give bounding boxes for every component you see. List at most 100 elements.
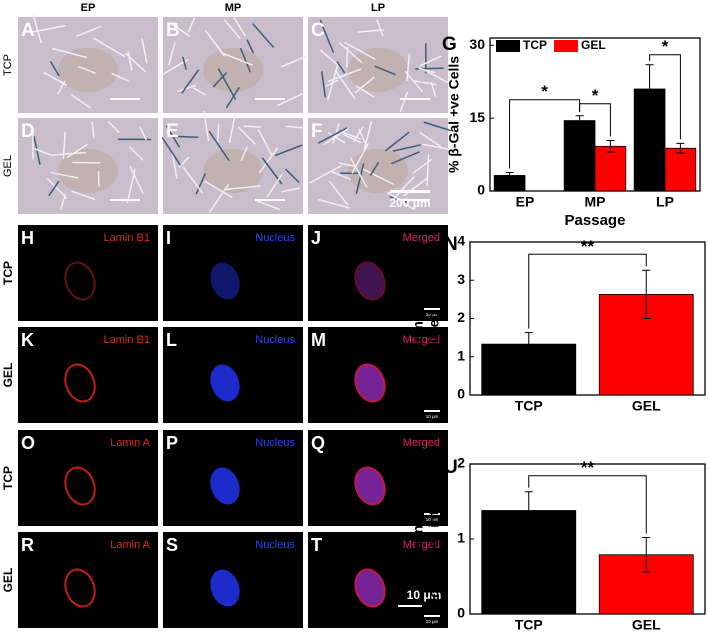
cell <box>363 121 373 150</box>
y-tick-label: 2 <box>457 455 465 471</box>
significance-label: ** <box>581 458 595 477</box>
panel-letter: U <box>444 457 458 478</box>
cell <box>374 65 396 76</box>
cell <box>357 29 384 33</box>
row-label: GEL <box>1 363 15 388</box>
fluorescence-image <box>18 532 158 628</box>
y-tick-label: 2 <box>457 309 465 325</box>
cell <box>285 168 300 183</box>
cell <box>422 143 454 151</box>
cell <box>338 162 355 167</box>
channel-label: Lamin B1 <box>104 334 150 346</box>
cell <box>355 163 365 195</box>
cell <box>225 185 261 191</box>
significance-label: ** <box>581 237 595 256</box>
legend-swatch <box>496 40 520 52</box>
cell <box>178 156 190 168</box>
error-bar <box>575 115 584 126</box>
cell <box>376 19 384 37</box>
cell <box>412 159 432 174</box>
legend-label: TCP <box>523 38 547 52</box>
panel-letter: S <box>166 535 178 555</box>
scale-bar-label: 200 μm <box>389 196 430 210</box>
cell <box>257 200 281 211</box>
y-axis-label: Lamin B1 <box>410 287 426 350</box>
channel-label: Nucleus <box>255 334 295 346</box>
x-tick-label: TCP <box>515 398 543 414</box>
cell <box>344 41 376 60</box>
cell <box>77 65 96 74</box>
cell <box>258 147 279 174</box>
cell <box>193 87 206 96</box>
cell <box>334 69 356 99</box>
row-label: TCP <box>2 54 14 76</box>
cell <box>276 92 306 107</box>
y-axis-label: Normalised intensity <box>426 249 442 387</box>
micrograph <box>163 118 303 214</box>
cell <box>129 165 144 194</box>
channel-label: Lamin A <box>110 539 150 551</box>
x-tick-label: GEL <box>632 398 661 414</box>
nucleus <box>354 466 386 506</box>
significance-label: * <box>592 86 599 105</box>
panel-letter: E <box>166 121 179 142</box>
cell <box>172 24 191 37</box>
cell <box>240 146 248 161</box>
panel-letter: K <box>21 330 34 350</box>
nucleus <box>210 364 240 402</box>
cell <box>220 51 253 66</box>
micrograph <box>18 17 158 113</box>
significance-bracket <box>649 54 681 140</box>
micrograph-spot <box>203 48 263 92</box>
cell <box>393 176 415 200</box>
cell <box>62 131 66 159</box>
cell <box>338 42 363 64</box>
y-tick-label: 15 <box>469 109 485 125</box>
inset-scale-label: 10 μm <box>426 619 439 624</box>
cell <box>252 23 274 48</box>
cell <box>165 125 180 148</box>
cell <box>362 168 395 185</box>
cell <box>93 37 126 58</box>
cell <box>404 70 424 93</box>
panel-letter: R <box>21 535 34 555</box>
y-tick-label: 0 <box>477 182 485 198</box>
cell <box>32 14 42 44</box>
nucleus <box>354 363 386 403</box>
error-bar <box>606 139 615 153</box>
cell <box>430 81 436 97</box>
channel-label: Merged <box>403 539 440 551</box>
cell <box>66 143 88 159</box>
cell <box>34 148 55 157</box>
cell <box>384 131 410 152</box>
cell <box>29 24 66 34</box>
x-tick-label: MP <box>585 194 606 210</box>
nucleus <box>64 466 96 506</box>
fluorescence-image <box>163 225 303 321</box>
fluorescence-image <box>18 327 158 423</box>
y-tick-label: 4 <box>457 233 465 249</box>
error-bar <box>524 491 533 530</box>
cell <box>240 47 251 73</box>
cell <box>233 17 246 37</box>
cell <box>418 67 436 74</box>
cell <box>351 143 369 174</box>
panel-letter: I <box>166 228 171 248</box>
cell <box>352 126 364 142</box>
cell <box>419 131 442 147</box>
panel-letter: G <box>442 34 457 55</box>
column-header: EP <box>81 2 96 14</box>
channel-label: Nucleus <box>255 232 295 244</box>
cell <box>217 68 237 100</box>
cell <box>177 84 196 93</box>
cell <box>111 72 129 82</box>
panel-letter: B <box>166 20 180 41</box>
error-bar <box>524 332 533 357</box>
cell <box>228 113 236 144</box>
cell <box>327 65 339 101</box>
cell <box>317 198 351 209</box>
error-bar <box>642 269 651 319</box>
nucleus <box>210 262 240 300</box>
cell <box>391 151 420 165</box>
